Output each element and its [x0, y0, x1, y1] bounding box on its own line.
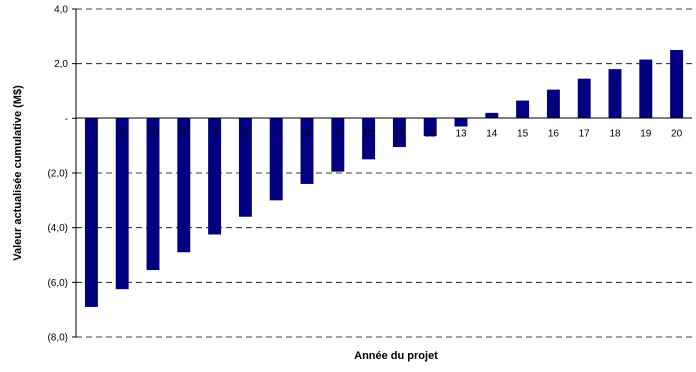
- x-tick-label: 4: [181, 128, 187, 139]
- x-tick-label: 14: [486, 128, 498, 139]
- bars: [84, 50, 684, 307]
- y-tick-label: (4,0): [47, 223, 68, 234]
- x-tick-label: 12: [425, 128, 437, 139]
- bar-year-12: [423, 118, 437, 137]
- y-tick-label: 2,0: [54, 59, 68, 70]
- bar-year-4: [177, 118, 191, 253]
- bar-year-9: [331, 118, 345, 172]
- x-tick-label: 8: [304, 128, 310, 139]
- y-tick-label: 4,0: [54, 5, 68, 16]
- x-tick-label: 13: [455, 128, 467, 139]
- y-tick-label: (2,0): [47, 169, 68, 180]
- x-tick-label: 18: [609, 128, 621, 139]
- x-tick-label: 7: [273, 128, 279, 139]
- gridlines: [72, 8, 692, 338]
- bar-year-1: [84, 118, 98, 307]
- bar-year-6: [238, 118, 252, 217]
- bar-year-10: [362, 118, 376, 160]
- bar-year-16: [546, 89, 560, 119]
- x-tick-label: 20: [671, 128, 683, 139]
- bar-year-3: [146, 118, 160, 271]
- bar-year-8: [300, 118, 314, 184]
- bar-year-2: [115, 118, 129, 290]
- bar-year-19: [639, 59, 653, 119]
- x-tick-label: 9: [335, 128, 341, 139]
- x-tick-label: 11: [394, 128, 405, 139]
- bar-year-7: [269, 118, 283, 201]
- x-tick-label: 5: [212, 128, 218, 139]
- x-tick-label: 2: [119, 128, 125, 139]
- y-axis-title: Valeur actualisée cumulative (M$): [12, 85, 24, 261]
- x-tick-label: 3: [150, 128, 156, 139]
- bar-year-5: [208, 118, 222, 235]
- y-tick-labels: 4,0 2,0 - (2,0) (4,0) (6,0) (8,0): [47, 5, 68, 344]
- x-tick-labels: 1 2 3 4 5 6 7 8 9 10 11 12 13 14 15 16 17 18 19 20: [89, 128, 683, 139]
- bar-year-11: [392, 118, 406, 148]
- x-tick-label: 6: [243, 128, 249, 139]
- bar-year-18: [608, 69, 622, 119]
- y-tick-label: -: [65, 114, 68, 125]
- bar-year-17: [577, 78, 591, 119]
- x-tick-label: 15: [517, 128, 529, 139]
- bar-year-20: [670, 50, 684, 119]
- x-tick-label: 16: [548, 128, 560, 139]
- y-tick-label: (8,0): [47, 333, 68, 344]
- x-axis-title: Année du projet: [354, 350, 438, 362]
- bar-year-14: [485, 112, 499, 119]
- bar-year-13: [454, 118, 468, 127]
- x-tick-label: 1: [89, 128, 95, 139]
- bar-year-15: [516, 100, 530, 119]
- x-tick-label: 19: [640, 128, 652, 139]
- y-tick-label: (6,0): [47, 278, 68, 289]
- x-tick-label: 10: [363, 128, 375, 139]
- x-tick-label: 17: [579, 128, 591, 139]
- axes: [75, 9, 692, 337]
